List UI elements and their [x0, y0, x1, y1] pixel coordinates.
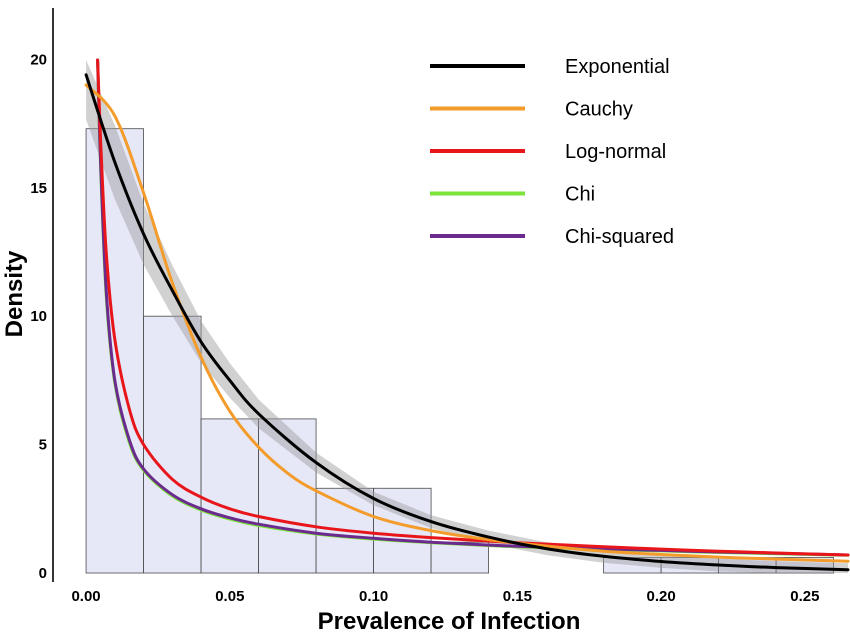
x-tick-label: 0.15	[503, 588, 532, 605]
density-curves	[84, 58, 850, 572]
histogram-bar	[85, 128, 144, 574]
y-axis-title: Density	[1, 250, 28, 337]
y-ticks: 0 5 10 15 20	[30, 51, 47, 582]
histogram-bar	[200, 418, 259, 574]
x-tick-label: 0.10	[359, 588, 388, 605]
x-ticks: 0.00 0.05 0.10 0.15 0.20 0.25	[71, 588, 819, 605]
legend-label: Chi	[565, 184, 595, 206]
legend-label: Cauchy	[565, 99, 633, 121]
y-tick-label: 15	[30, 180, 47, 197]
x-tick-label: 0.20	[647, 588, 676, 605]
y-tick-label: 0	[39, 565, 47, 582]
x-tick-label: 0.00	[71, 588, 100, 605]
legend-label: Chi-squared	[565, 226, 674, 248]
series-exponential-line	[84, 73, 850, 572]
x-tick-label: 0.25	[790, 588, 819, 605]
y-tick-label: 10	[30, 308, 47, 325]
series-cauchy-line	[84, 83, 850, 563]
legend-label: Log-normal	[565, 141, 666, 163]
series-log-normal-line	[96, 58, 850, 557]
y-tick-label: 20	[30, 51, 47, 68]
histogram	[85, 128, 835, 574]
histogram-bar	[258, 418, 317, 574]
legend-label: Exponential	[565, 56, 670, 78]
legend: Exponential Cauchy Log-normal Chi Chi-square…	[430, 56, 674, 248]
histogram-bar	[430, 541, 489, 574]
x-axis-title: Prevalence of Infection	[318, 608, 581, 635]
y-tick-label: 5	[39, 437, 47, 454]
x-tick-label: 0.05	[215, 588, 244, 605]
histogram-bar	[143, 315, 202, 574]
